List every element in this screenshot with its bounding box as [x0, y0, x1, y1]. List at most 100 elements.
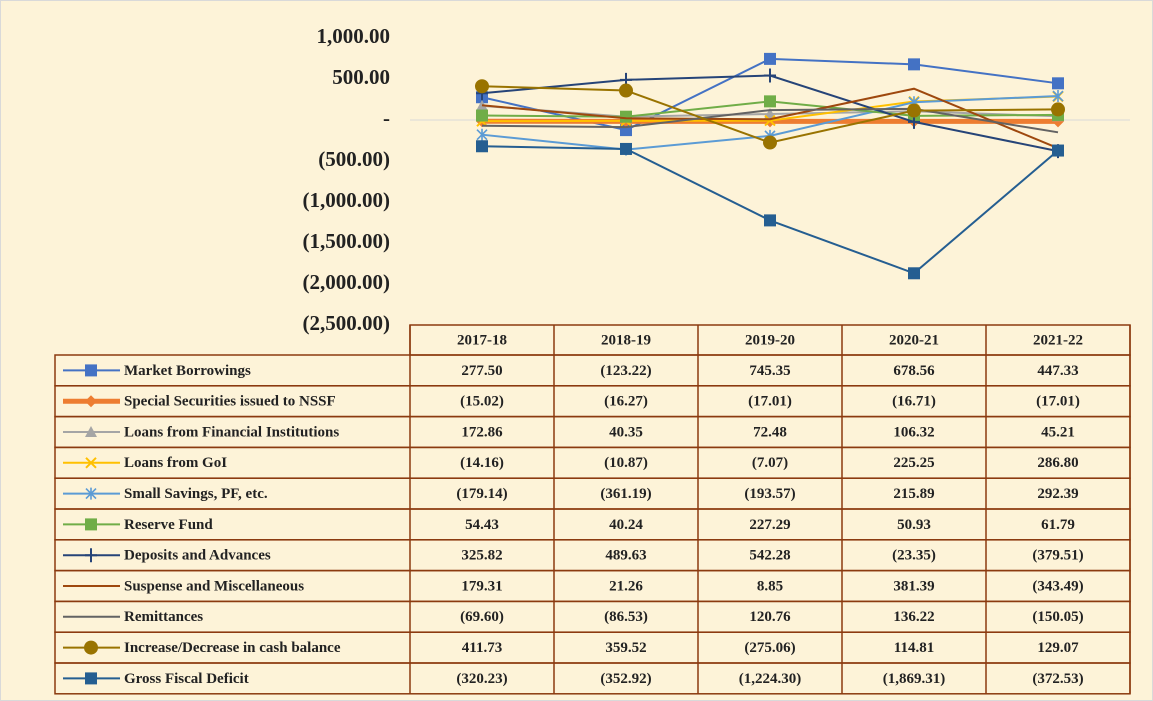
table-value: 359.52: [605, 640, 646, 656]
y-tick-label: (2,500.00): [303, 311, 391, 335]
table-value: 72.48: [753, 424, 787, 440]
table-value: 325.82: [461, 548, 502, 564]
table-value: 381.39: [893, 578, 934, 594]
marker: [1052, 90, 1064, 103]
y-tick-label: (500.00): [318, 147, 390, 171]
x-tick-label: 2021-22: [1033, 332, 1083, 348]
marker: [764, 52, 776, 65]
legend-marker: [85, 364, 97, 377]
y-tick-label: (1,500.00): [303, 229, 391, 253]
legend-marker: [85, 457, 97, 469]
marker: [764, 114, 776, 127]
marker: [764, 95, 776, 108]
table-value: (352.92): [600, 671, 651, 687]
table-value: (343.49): [1032, 578, 1083, 594]
table-value: 54.43: [465, 517, 499, 533]
marker: [907, 103, 921, 118]
legend-label: Deposits and Advances: [124, 548, 271, 564]
marker: [619, 83, 633, 98]
table-value: 8.85: [757, 578, 783, 594]
table-value: (7.07): [752, 455, 788, 471]
marker: [908, 267, 920, 280]
y-tick-label: (1,000.00): [303, 188, 391, 212]
table-value: (69.60): [460, 609, 504, 625]
table-value: 542.28: [749, 548, 790, 564]
table-value: 129.07: [1037, 640, 1079, 656]
table-value: (1,869.31): [883, 671, 946, 687]
table-value: 179.31: [461, 578, 502, 594]
table-value: 286.80: [1037, 455, 1078, 471]
table-value: (150.05): [1032, 609, 1083, 625]
table-value: 40.24: [609, 517, 643, 533]
table-value: (16.71): [892, 394, 936, 410]
table-value: (1,224.30): [739, 671, 802, 687]
table-value: (320.23): [456, 671, 507, 687]
y-tick-label: -: [383, 106, 390, 130]
table-value: (16.27): [604, 394, 648, 410]
table-value: 447.33: [1037, 363, 1078, 379]
marker: [763, 135, 777, 150]
table-value: (86.53): [604, 609, 648, 625]
legend-label: Special Securities issued to NSSF: [124, 394, 336, 410]
table-value: 61.79: [1041, 517, 1075, 533]
table-value: 45.21: [1041, 424, 1075, 440]
marker: [475, 79, 489, 94]
marker: [620, 142, 632, 155]
legend-marker: [85, 395, 97, 408]
legend-marker: [84, 640, 98, 655]
table-value: 40.35: [609, 424, 643, 440]
y-tick-label: 500.00: [332, 65, 390, 89]
x-tick-label: 2020-21: [889, 332, 939, 348]
table-value: 227.29: [749, 517, 790, 533]
x-tick-label: 2018-19: [601, 332, 651, 348]
table-value: 114.81: [894, 640, 934, 656]
table-value: 215.89: [893, 486, 934, 502]
table-value: 411.73: [462, 640, 502, 656]
y-tick-label: 1,000.00: [317, 24, 391, 48]
marker: [620, 124, 632, 137]
table-value: 120.76: [749, 609, 791, 625]
legend-label: Suspense and Miscellaneous: [124, 578, 304, 594]
table-value: 678.56: [893, 363, 935, 379]
x-tick-label: 2017-18: [457, 332, 507, 348]
legend-label: Loans from Financial Institutions: [124, 424, 339, 440]
table-value: (193.57): [744, 486, 795, 502]
table-value: (10.87): [604, 455, 648, 471]
legend-marker: [85, 487, 97, 500]
table-value: 21.26: [609, 578, 643, 594]
table-value: 172.86: [461, 424, 503, 440]
table-value: (14.16): [460, 455, 504, 471]
series-line: [481, 87, 1059, 150]
table-value: (17.01): [748, 394, 792, 410]
table-value: (179.14): [456, 486, 507, 502]
legend-marker: [85, 548, 97, 563]
y-tick-label: (2,000.00): [303, 270, 391, 294]
table-value: 136.22: [893, 609, 934, 625]
table-value: 277.50: [461, 363, 502, 379]
table-value: (123.22): [600, 363, 651, 379]
table-value: 50.93: [897, 517, 931, 533]
table-value: (17.01): [1036, 394, 1080, 410]
series-line: [481, 107, 1059, 134]
marker: [476, 128, 488, 141]
marker: [764, 68, 776, 83]
table-value: (379.51): [1032, 548, 1083, 564]
legend-label: Remittances: [124, 609, 203, 625]
marker: [476, 109, 488, 122]
legend-label: Loans from GoI: [124, 455, 227, 471]
legend-marker: [85, 426, 97, 437]
table-value: (275.06): [744, 640, 795, 656]
marker: [1052, 144, 1064, 157]
legend-label: Reserve Fund: [124, 517, 213, 533]
table-value: (361.19): [600, 486, 651, 502]
table-value: 225.25: [893, 455, 934, 471]
marker: [1051, 102, 1065, 117]
marker: [476, 140, 488, 153]
table-value: 745.35: [749, 363, 790, 379]
marker: [908, 58, 920, 71]
legend-label: Market Borrowings: [124, 363, 251, 379]
table-value: (23.35): [892, 548, 936, 564]
